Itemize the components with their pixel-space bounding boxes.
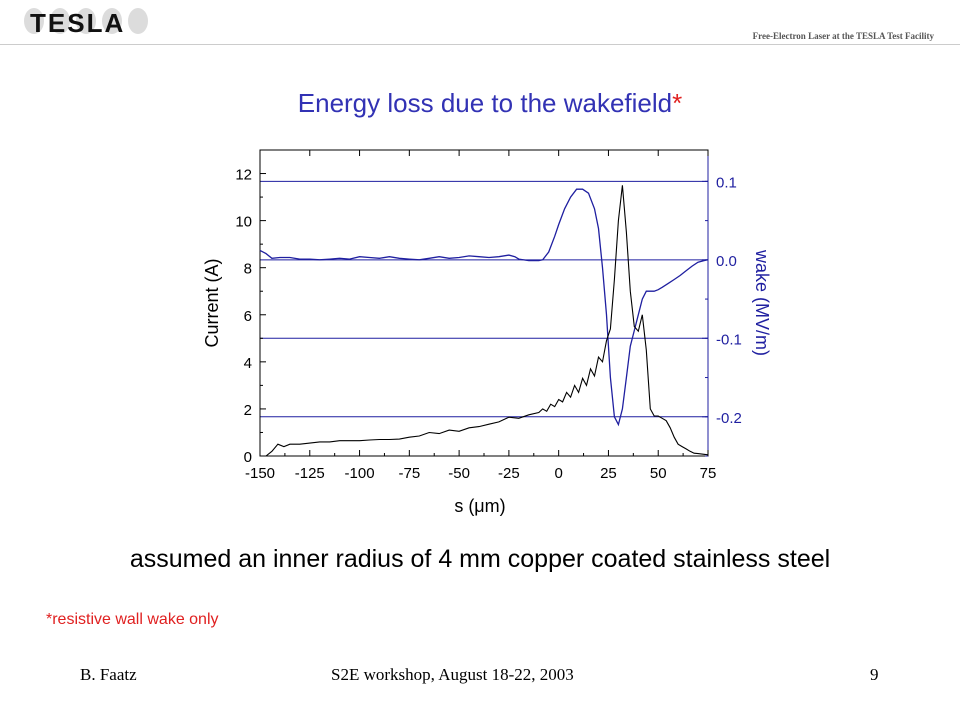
footnote: *resistive wall wake only (46, 611, 219, 628)
assumption-statement: assumed an inner radius of 4 mm copper c… (129, 545, 831, 573)
x-tick-label: 50 (650, 465, 667, 482)
footer-event: S2E workshop, August 18-22, 2003 (331, 665, 574, 684)
title-footnote-mark: * (672, 88, 683, 118)
grid-lines (260, 180, 708, 418)
header-divider (0, 44, 960, 45)
y-tick-label-left: 0 (244, 449, 252, 466)
y-tick-label-right: -0.1 (716, 331, 742, 348)
y-tick-label-right: 0.1 (716, 174, 737, 191)
y-axis-label-left: Current (A) (202, 258, 222, 347)
x-tick-label: -25 (498, 465, 520, 482)
slide-title-text: Energy loss due to the wakefield (297, 88, 673, 118)
y-tick-label-right: -0.2 (716, 410, 742, 427)
axis-ticks: 0.1 0.0 -0.1 -0.2 0 2 4 6 8 10 12 -150 -125 -100 -75 -5… (235, 149, 742, 482)
y-tick-label-right: 0.0 (716, 253, 737, 270)
wake-chart: 0.1 0.0 -0.1 -0.2 0 2 4 6 8 10 12 -150 -125 -100 -75 -5… (202, 149, 772, 516)
x-tick-label: 0 (554, 465, 562, 482)
x-tick-label: -150 (245, 465, 275, 482)
x-tick-label: 75 (700, 465, 717, 482)
slide-title: Energy loss due to the wakefield* (0, 88, 960, 119)
footer-author: B. Faatz (80, 665, 137, 684)
y-tick-label-left: 8 (244, 261, 252, 278)
y-tick-label-left: 10 (235, 214, 252, 231)
x-tick-label: -125 (295, 465, 325, 482)
x-tick-label: -75 (398, 465, 420, 482)
x-tick-label: -50 (448, 465, 470, 482)
logo-text: TESLA (30, 8, 125, 38)
footer-page-number: 9 (870, 665, 879, 684)
y-tick-label-left: 6 (244, 308, 252, 325)
x-tick-label: -100 (345, 465, 375, 482)
y-tick-label-left: 4 (244, 355, 252, 372)
facility-caption: Free-Electron Laser at the TESLA Test Fa… (752, 31, 934, 41)
series-wake-line (259, 188, 709, 427)
x-tick-label: 25 (600, 465, 617, 482)
y-axis-label-right: wake (MV/m) (752, 249, 772, 356)
y-tick-label-left: 2 (244, 402, 252, 419)
y-tick-label-left: 12 (235, 167, 252, 184)
series-current-line (260, 185, 709, 457)
tesla-logo: TESLA (24, 8, 148, 38)
x-axis-label: s (μm) (454, 496, 505, 516)
